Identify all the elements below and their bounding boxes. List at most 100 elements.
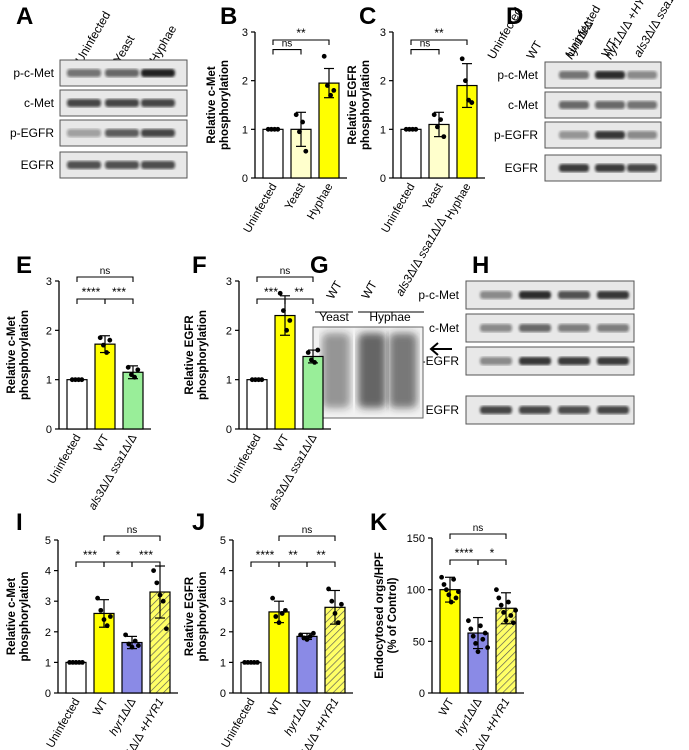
significance-label: ** bbox=[296, 26, 306, 40]
data-point bbox=[459, 56, 465, 62]
y-tick-label: 1 bbox=[380, 124, 386, 136]
blot-band bbox=[105, 129, 139, 137]
x-tick-label: WT bbox=[437, 697, 456, 718]
row-label: p-c-Met bbox=[13, 66, 54, 80]
y-tick-label: 3 bbox=[46, 276, 52, 288]
data-point bbox=[315, 347, 321, 353]
x-tick-label: Uninfected bbox=[226, 433, 264, 487]
y-tick-label: 3 bbox=[220, 596, 226, 608]
data-point bbox=[287, 318, 293, 323]
x-tick-label: hyr1Δ/Δ bbox=[283, 696, 314, 738]
row-label: c-Met bbox=[24, 96, 55, 110]
data-point bbox=[441, 582, 447, 587]
data-point bbox=[79, 377, 85, 383]
significance-label: ns bbox=[100, 266, 111, 277]
row-label: EGFR bbox=[426, 403, 460, 417]
data-point bbox=[321, 53, 327, 59]
chart-E: 0 1 2 3 Relative c-Metphosphorylation Uninfec… bbox=[6, 266, 151, 512]
data-point bbox=[498, 602, 504, 608]
significance-bracket bbox=[256, 298, 286, 304]
blot-band bbox=[597, 357, 629, 365]
y-tick-label: 1 bbox=[242, 124, 248, 136]
blot-band bbox=[141, 161, 175, 169]
blot-band bbox=[627, 164, 657, 172]
data-point bbox=[300, 119, 305, 125]
data-point bbox=[164, 626, 169, 632]
chart-J: 0 1 2 3 4 5 Relative EGFRphosphorylation Uninfe… bbox=[184, 525, 353, 750]
significance-label: ** bbox=[288, 548, 298, 562]
chart-K: 0 50 100 150 Endocytosed orgs/HPF(% of Contr… bbox=[374, 523, 524, 750]
lane-label: als3Δ/Δ ssa1Δ/Δ bbox=[392, 215, 449, 299]
blot-band bbox=[595, 71, 625, 79]
lane-label: WT bbox=[523, 38, 545, 62]
blot-band bbox=[105, 69, 139, 77]
lane-label: WT bbox=[323, 278, 345, 302]
chart-B: 0 1 2 3 Relative c-Metphosphorylation Uninfec… bbox=[206, 26, 347, 235]
data-point bbox=[281, 308, 286, 313]
bar-0 bbox=[240, 661, 262, 694]
row-label: c-Met bbox=[429, 321, 460, 335]
lane-label: WT bbox=[358, 278, 380, 302]
y-tick-label: 5 bbox=[45, 535, 51, 547]
y-tick-label: 0 bbox=[46, 424, 52, 436]
x-tick-label: Uninfected bbox=[45, 697, 83, 750]
data-point bbox=[136, 643, 141, 648]
significance-bracket bbox=[250, 561, 280, 567]
data-point bbox=[448, 599, 454, 605]
data-point bbox=[485, 645, 490, 650]
blot-band bbox=[519, 406, 551, 414]
panel-letters: A B C D E F G H I J K bbox=[16, 3, 523, 536]
y-tick-label: 4 bbox=[45, 566, 51, 578]
data-point bbox=[446, 592, 452, 598]
lane-label: hyr1Δ/Δ bbox=[562, 18, 595, 62]
significance-label: *** bbox=[112, 285, 126, 299]
y-axis-label: Relative c-Metphosphorylation bbox=[6, 310, 31, 400]
chart-I: 0 1 2 3 4 5 Relative c-Metphosphorylation Uninf… bbox=[6, 525, 178, 750]
blot-band bbox=[141, 69, 175, 77]
data-point bbox=[98, 607, 104, 613]
y-tick-label: 2 bbox=[226, 325, 232, 337]
significance-bracket bbox=[131, 561, 161, 567]
x-tick-label: WT bbox=[272, 433, 291, 454]
data-point bbox=[101, 617, 107, 622]
panel-letter-E: E bbox=[16, 252, 32, 279]
significance-label: ns bbox=[420, 39, 431, 50]
significance-label: **** bbox=[256, 548, 275, 562]
data-point bbox=[335, 620, 341, 626]
bar-2 bbox=[121, 641, 143, 694]
data-point bbox=[95, 595, 100, 601]
data-point bbox=[339, 601, 344, 607]
significance-label: * bbox=[116, 548, 121, 562]
significance-bracket bbox=[272, 39, 330, 45]
x-tick-label: Hyphae bbox=[305, 182, 335, 222]
bar-0 bbox=[65, 661, 87, 694]
blot-band bbox=[597, 324, 629, 332]
data-point bbox=[151, 568, 157, 573]
significance-label: ns bbox=[127, 525, 138, 536]
significance-label: *** bbox=[83, 548, 97, 562]
data-point bbox=[275, 126, 281, 132]
significance-label: ** bbox=[434, 26, 444, 40]
data-point bbox=[307, 633, 313, 639]
data-point bbox=[441, 134, 447, 140]
data-point bbox=[80, 660, 85, 665]
blot-band bbox=[558, 324, 590, 332]
blot-band bbox=[480, 406, 512, 414]
x-tick-label: Uninfected bbox=[46, 433, 84, 487]
panel-letter-A: A bbox=[16, 3, 33, 30]
group-label: Yeast bbox=[319, 310, 349, 324]
blot-band bbox=[67, 161, 101, 169]
y-tick-label: 1 bbox=[226, 375, 232, 387]
significance-bracket bbox=[103, 561, 133, 567]
blot-band bbox=[627, 131, 657, 139]
row-label: p-c-Met bbox=[418, 288, 459, 302]
data-point bbox=[298, 632, 303, 638]
data-point bbox=[273, 614, 279, 619]
data-point bbox=[431, 112, 437, 118]
significance-label: ns bbox=[280, 266, 291, 277]
blot-band bbox=[480, 324, 512, 332]
panel-letter-H: H bbox=[472, 252, 489, 279]
x-tick-label: WT bbox=[91, 697, 110, 718]
significance-bracket bbox=[278, 535, 336, 541]
